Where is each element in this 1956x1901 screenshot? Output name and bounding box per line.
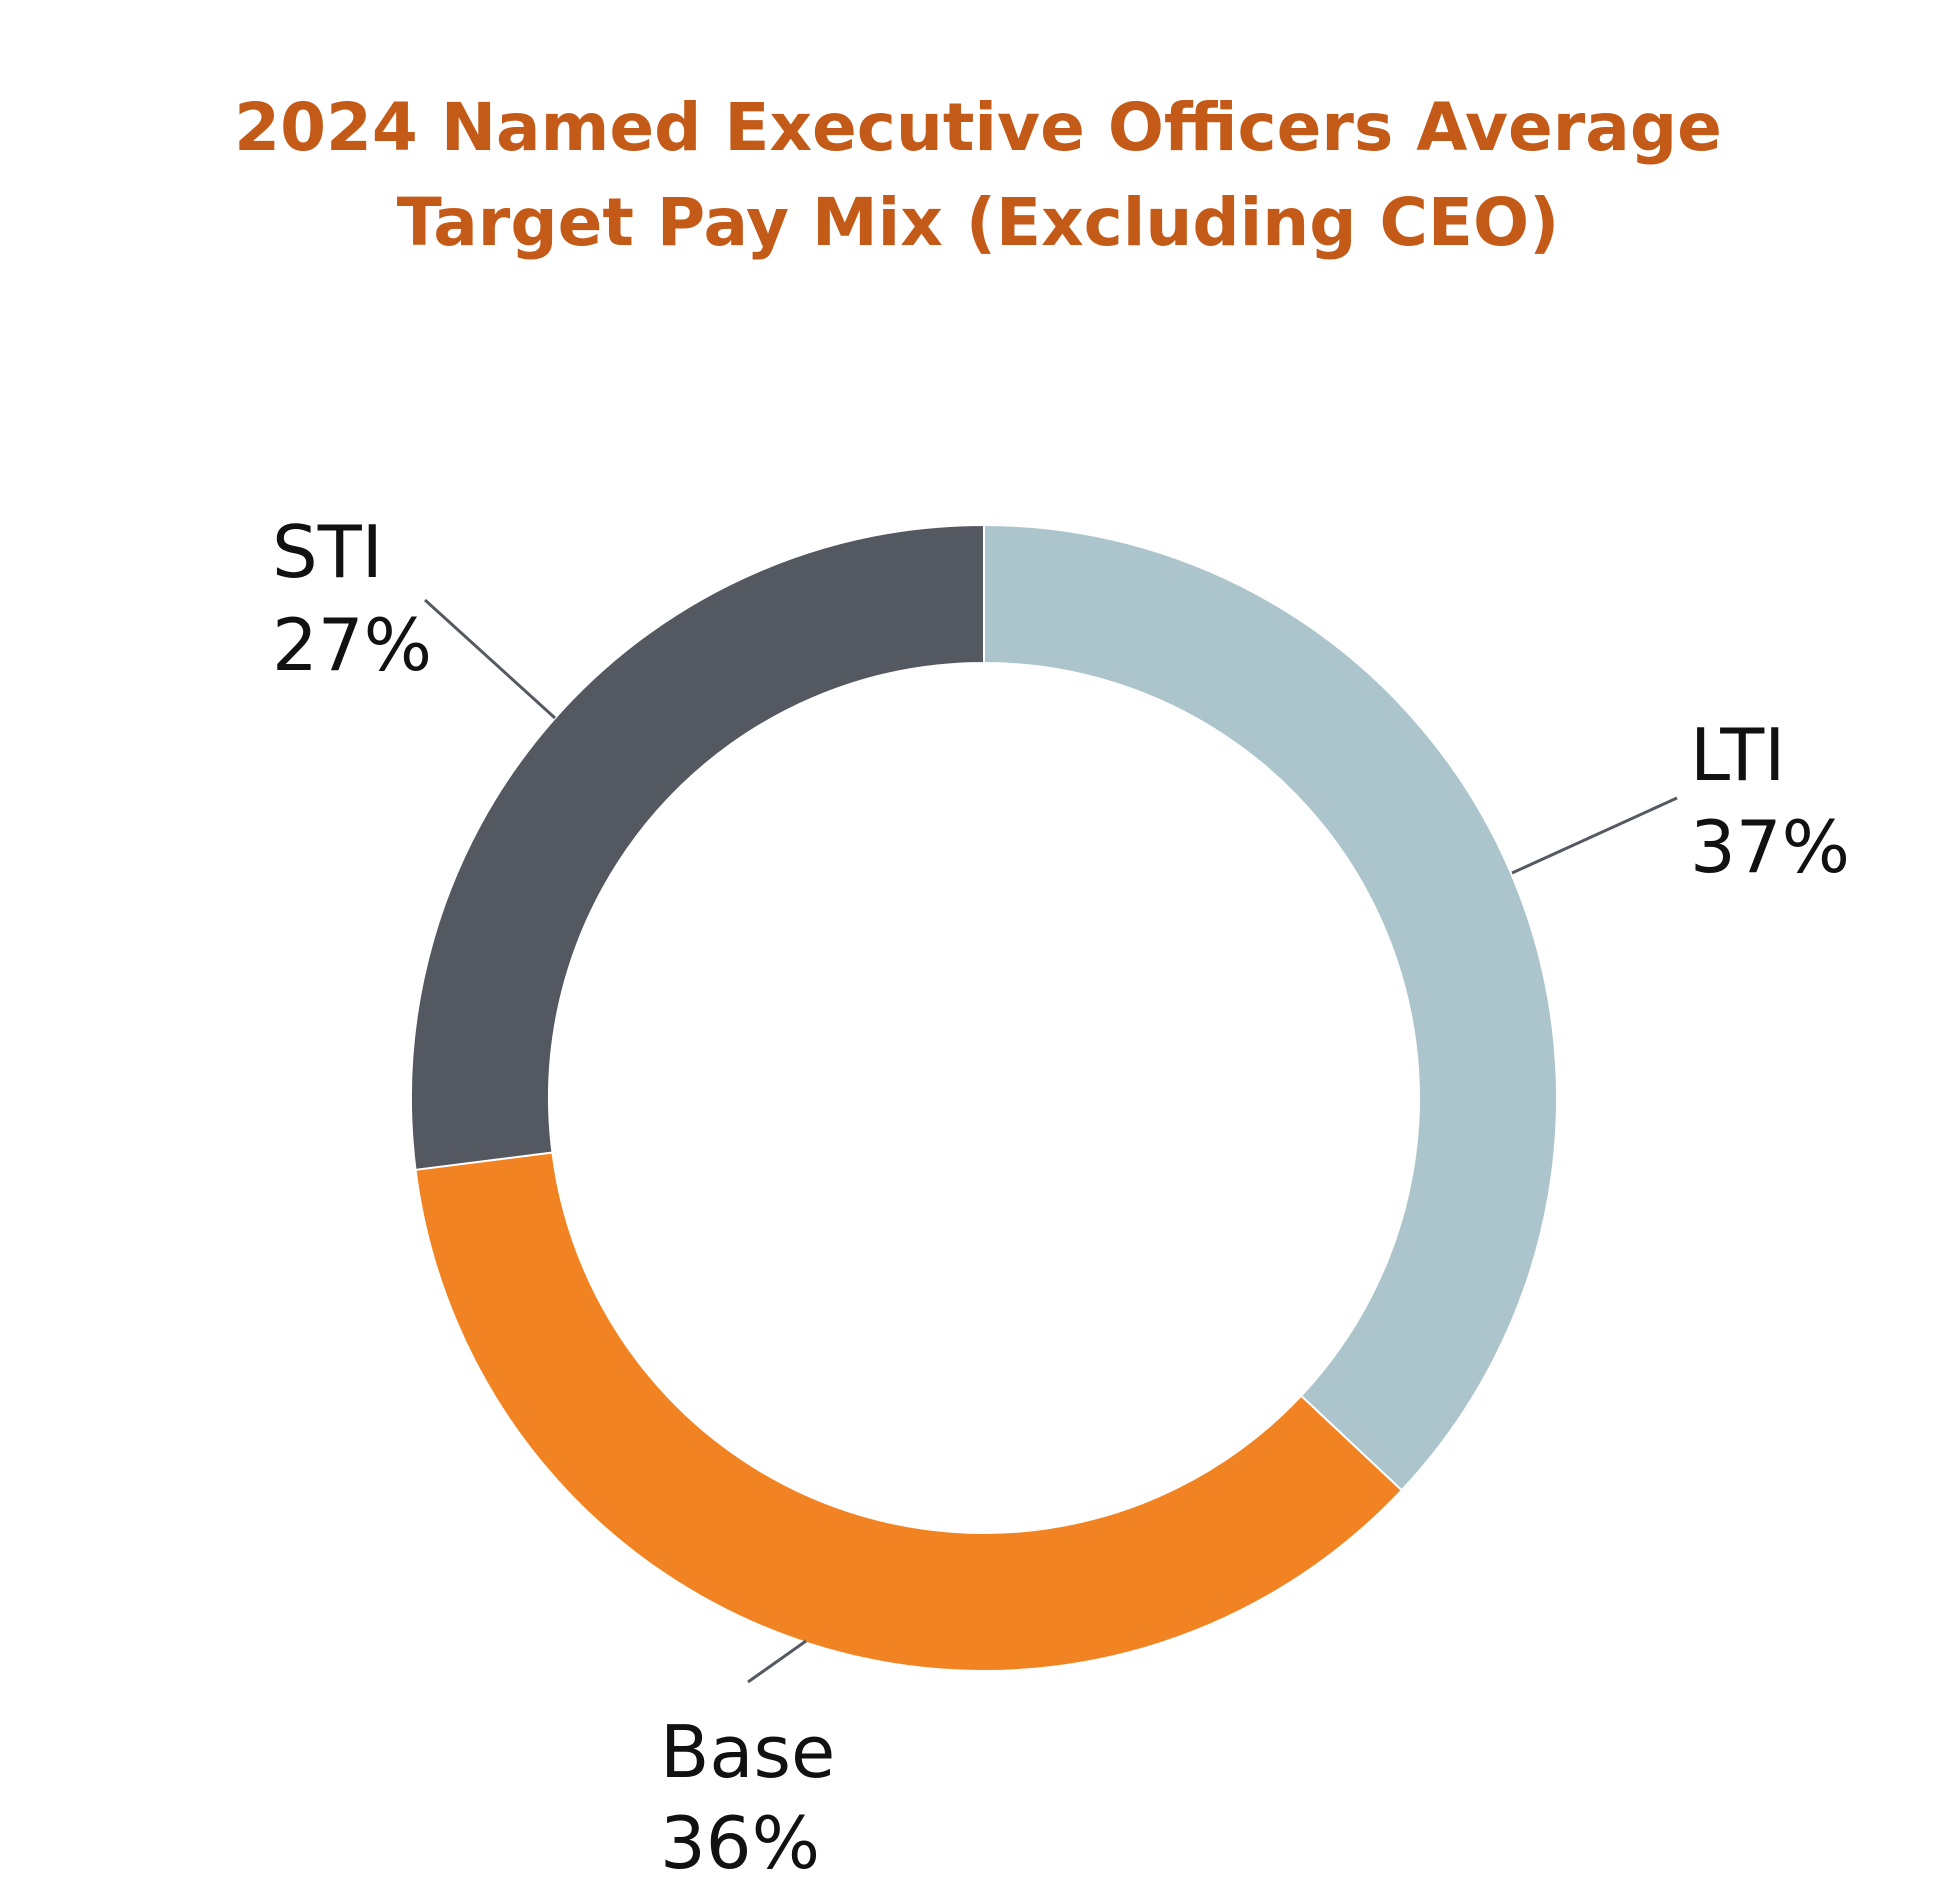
leader-lines [423,598,1678,1684]
chart-title-line-1: 2024 Named Executive Officers Average [234,89,1722,166]
chart-title-line-2: Target Pay Mix (Excluding CEO) [397,184,1560,261]
leader-line-sti [423,598,557,720]
slice-label-lti-name: LTI [1690,713,1785,797]
chart-title: 2024 Named Executive Officers Average Ta… [234,89,1722,261]
leader-line-lti [1511,796,1678,875]
slice-label-base-value: 36% [660,1801,820,1885]
leader-line-base [747,1639,807,1684]
donut-slice-lti [983,523,1558,1492]
slice-label-lti-value: 37% [1690,805,1850,889]
slice-label-sti-name: STI [272,510,383,594]
donut-slices [410,523,1558,1672]
donut-slice-sti [410,523,985,1171]
slice-label-sti-value: 27% [272,603,432,687]
donut-slice-base [414,1151,1404,1672]
slice-label-base-name: Base [660,1710,835,1794]
